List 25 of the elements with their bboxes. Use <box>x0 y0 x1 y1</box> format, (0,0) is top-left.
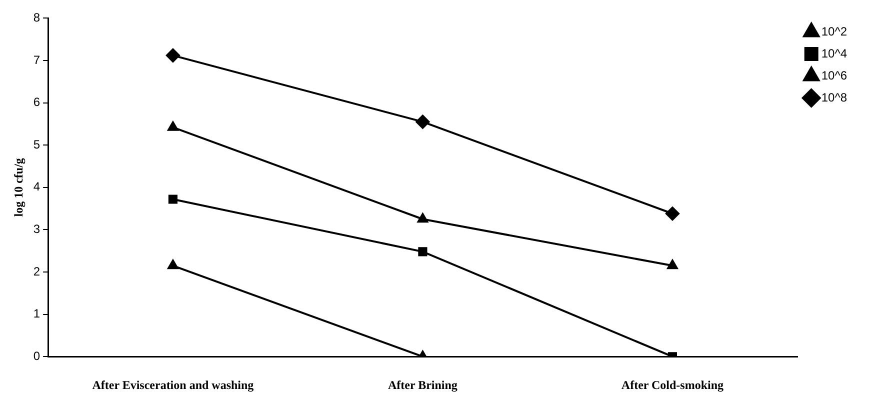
point <box>665 206 680 221</box>
legend-label: 10^6 <box>821 68 848 82</box>
y-tick-label: 7 <box>33 52 40 67</box>
y-tick-label: 1 <box>33 306 40 321</box>
point <box>667 260 678 270</box>
legend-label: 10^4 <box>821 46 848 60</box>
x-tick-label: After Cold-smoking <box>621 378 724 392</box>
y-tick-label: 4 <box>33 180 40 194</box>
legend-label: 10^2 <box>821 24 848 38</box>
point <box>168 121 178 131</box>
point <box>166 48 180 62</box>
point <box>168 194 178 204</box>
y-tick-label: 3 <box>33 222 40 236</box>
point <box>418 247 428 256</box>
legend-label: 10^8 <box>821 90 848 104</box>
y-tick-label: 0 <box>33 348 40 363</box>
x-tick-label: After Evisceration and washing <box>92 378 254 392</box>
y-tick-label: 8 <box>33 10 40 25</box>
y-tick-label: 2 <box>33 264 40 278</box>
y-axis-title: log 10 cfu/g <box>11 158 26 217</box>
x-tick-label: After Brining <box>388 378 458 392</box>
point <box>416 114 430 129</box>
y-tick-label: 5 <box>33 137 40 152</box>
y-tick-label: 6 <box>33 95 40 110</box>
point <box>417 213 428 223</box>
